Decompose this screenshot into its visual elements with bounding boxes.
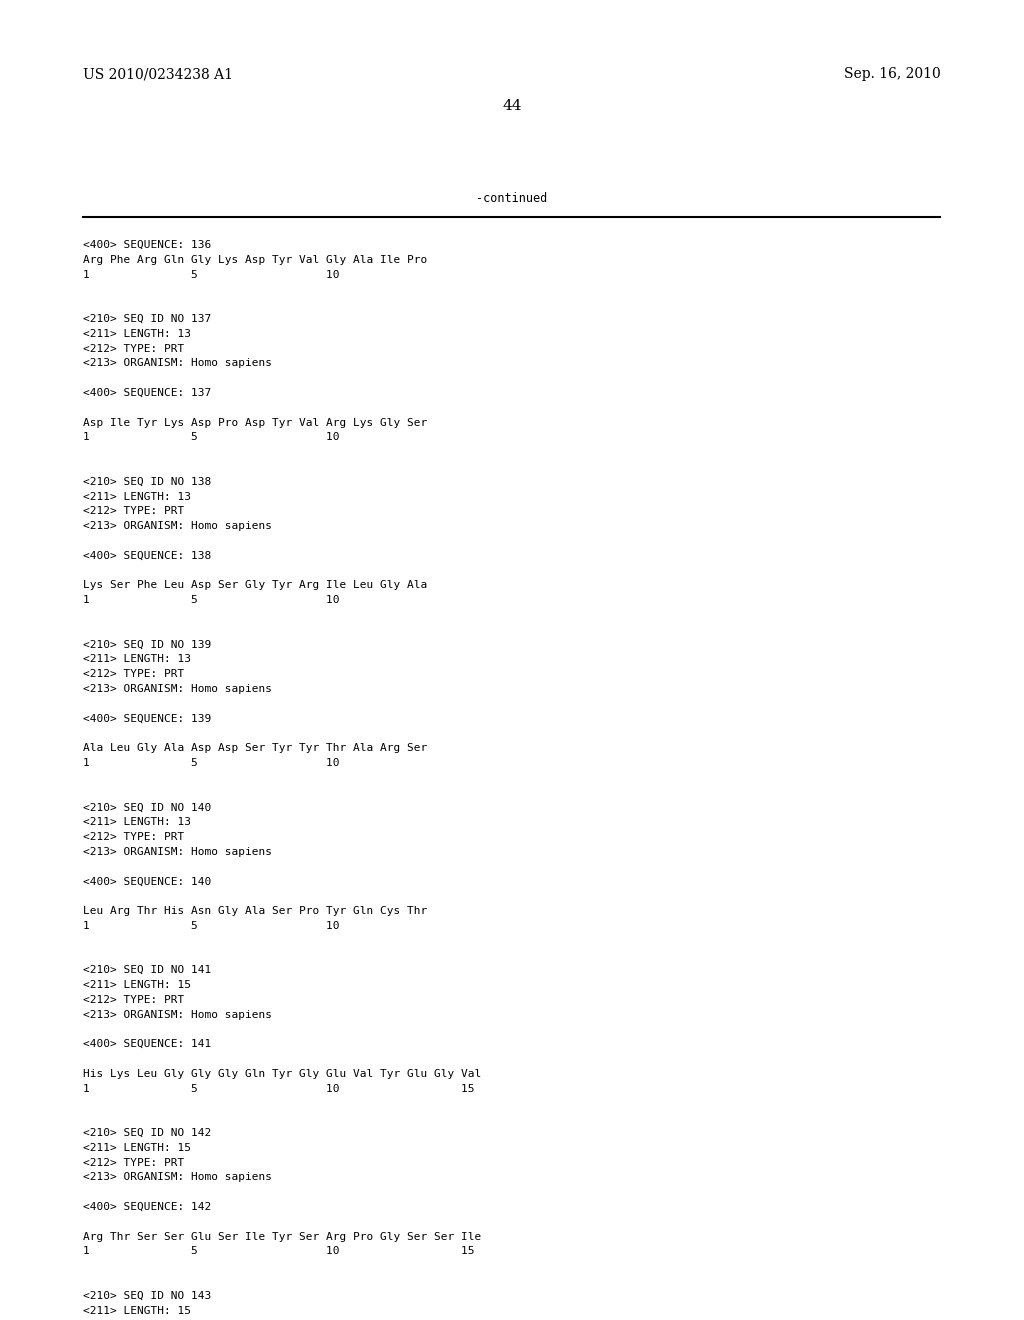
Text: <210> SEQ ID NO 142: <210> SEQ ID NO 142 <box>83 1129 211 1138</box>
Text: <400> SEQUENCE: 137: <400> SEQUENCE: 137 <box>83 388 211 399</box>
Text: <213> ORGANISM: Homo sapiens: <213> ORGANISM: Homo sapiens <box>83 1010 272 1019</box>
Text: Lys Ser Phe Leu Asp Ser Gly Tyr Arg Ile Leu Gly Ala: Lys Ser Phe Leu Asp Ser Gly Tyr Arg Ile … <box>83 581 427 590</box>
Text: <210> SEQ ID NO 143: <210> SEQ ID NO 143 <box>83 1291 211 1300</box>
Text: <400> SEQUENCE: 139: <400> SEQUENCE: 139 <box>83 714 211 723</box>
Text: <211> LENGTH: 13: <211> LENGTH: 13 <box>83 329 191 339</box>
Text: <213> ORGANISM: Homo sapiens: <213> ORGANISM: Homo sapiens <box>83 847 272 857</box>
Text: 44: 44 <box>502 99 522 114</box>
Text: 1               5                   10: 1 5 10 <box>83 595 340 605</box>
Text: 1               5                   10: 1 5 10 <box>83 433 340 442</box>
Text: Arg Thr Ser Ser Glu Ser Ile Tyr Ser Arg Pro Gly Ser Ser Ile: Arg Thr Ser Ser Glu Ser Ile Tyr Ser Arg … <box>83 1232 481 1242</box>
Text: <212> TYPE: PRT: <212> TYPE: PRT <box>83 832 184 842</box>
Text: <211> LENGTH: 13: <211> LENGTH: 13 <box>83 655 191 664</box>
Text: 1               5                   10: 1 5 10 <box>83 921 340 931</box>
Text: <211> LENGTH: 13: <211> LENGTH: 13 <box>83 817 191 828</box>
Text: <213> ORGANISM: Homo sapiens: <213> ORGANISM: Homo sapiens <box>83 684 272 694</box>
Text: <400> SEQUENCE: 142: <400> SEQUENCE: 142 <box>83 1203 211 1212</box>
Text: <213> ORGANISM: Homo sapiens: <213> ORGANISM: Homo sapiens <box>83 521 272 531</box>
Text: <211> LENGTH: 15: <211> LENGTH: 15 <box>83 1143 191 1152</box>
Text: Ala Leu Gly Ala Asp Asp Ser Tyr Tyr Thr Ala Arg Ser: Ala Leu Gly Ala Asp Asp Ser Tyr Tyr Thr … <box>83 743 427 754</box>
Text: <210> SEQ ID NO 139: <210> SEQ ID NO 139 <box>83 640 211 649</box>
Text: <400> SEQUENCE: 141: <400> SEQUENCE: 141 <box>83 1039 211 1049</box>
Text: Sep. 16, 2010: Sep. 16, 2010 <box>844 67 941 81</box>
Text: <213> ORGANISM: Homo sapiens: <213> ORGANISM: Homo sapiens <box>83 1172 272 1183</box>
Text: <212> TYPE: PRT: <212> TYPE: PRT <box>83 995 184 1005</box>
Text: His Lys Leu Gly Gly Gly Gln Tyr Gly Glu Val Tyr Glu Gly Val: His Lys Leu Gly Gly Gly Gln Tyr Gly Glu … <box>83 1069 481 1078</box>
Text: 1               5                   10                  15: 1 5 10 15 <box>83 1084 474 1093</box>
Text: <400> SEQUENCE: 138: <400> SEQUENCE: 138 <box>83 550 211 561</box>
Text: Leu Arg Thr His Asn Gly Ala Ser Pro Tyr Gln Cys Thr: Leu Arg Thr His Asn Gly Ala Ser Pro Tyr … <box>83 906 427 916</box>
Text: Arg Phe Arg Gln Gly Lys Asp Tyr Val Gly Ala Ile Pro: Arg Phe Arg Gln Gly Lys Asp Tyr Val Gly … <box>83 255 427 265</box>
Text: <400> SEQUENCE: 136: <400> SEQUENCE: 136 <box>83 240 211 249</box>
Text: <213> ORGANISM: Homo sapiens: <213> ORGANISM: Homo sapiens <box>83 359 272 368</box>
Text: <212> TYPE: PRT: <212> TYPE: PRT <box>83 343 184 354</box>
Text: <210> SEQ ID NO 138: <210> SEQ ID NO 138 <box>83 477 211 487</box>
Text: <210> SEQ ID NO 137: <210> SEQ ID NO 137 <box>83 314 211 323</box>
Text: <212> TYPE: PRT: <212> TYPE: PRT <box>83 1158 184 1168</box>
Text: <211> LENGTH: 15: <211> LENGTH: 15 <box>83 1305 191 1316</box>
Text: US 2010/0234238 A1: US 2010/0234238 A1 <box>83 67 233 81</box>
Text: 1               5                   10: 1 5 10 <box>83 269 340 280</box>
Text: <212> TYPE: PRT: <212> TYPE: PRT <box>83 507 184 516</box>
Text: 1               5                   10                  15: 1 5 10 15 <box>83 1246 474 1257</box>
Text: -continued: -continued <box>476 191 548 205</box>
Text: <400> SEQUENCE: 140: <400> SEQUENCE: 140 <box>83 876 211 887</box>
Text: <211> LENGTH: 13: <211> LENGTH: 13 <box>83 491 191 502</box>
Text: <211> LENGTH: 15: <211> LENGTH: 15 <box>83 979 191 990</box>
Text: <210> SEQ ID NO 141: <210> SEQ ID NO 141 <box>83 965 211 975</box>
Text: 1               5                   10: 1 5 10 <box>83 758 340 768</box>
Text: <212> TYPE: PRT: <212> TYPE: PRT <box>83 669 184 680</box>
Text: <210> SEQ ID NO 140: <210> SEQ ID NO 140 <box>83 803 211 812</box>
Text: Asp Ile Tyr Lys Asp Pro Asp Tyr Val Arg Lys Gly Ser: Asp Ile Tyr Lys Asp Pro Asp Tyr Val Arg … <box>83 417 427 428</box>
